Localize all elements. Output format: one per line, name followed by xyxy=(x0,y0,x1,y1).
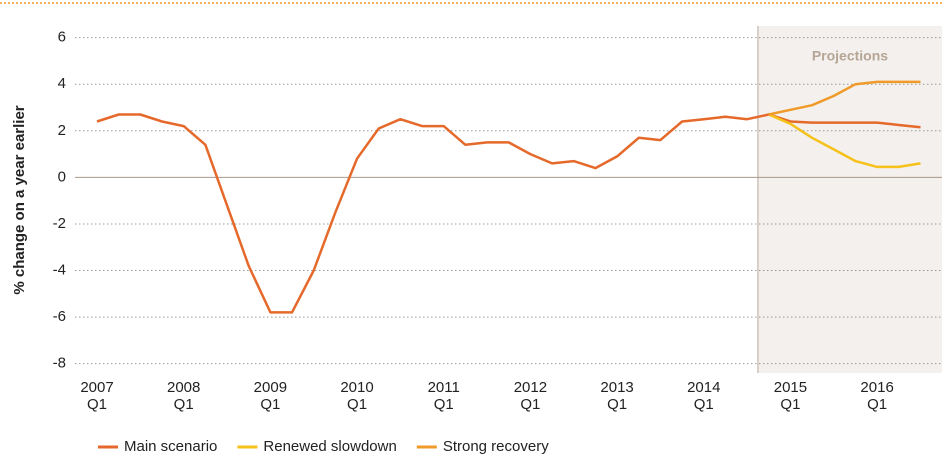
x-tick-label: 2009 Q1 xyxy=(254,379,287,413)
y-tick-label: 0 xyxy=(58,168,66,185)
y-tick-label: -4 xyxy=(53,261,66,278)
x-tick-label: 2016 Q1 xyxy=(860,379,893,413)
x-tick-label: 2015 Q1 xyxy=(774,379,807,413)
projection-label: Projections xyxy=(812,48,888,64)
series-line xyxy=(768,113,921,169)
legend-label: Main scenario xyxy=(124,438,217,455)
y-tick-label: -8 xyxy=(53,355,66,372)
x-tick-label: 2010 Q1 xyxy=(340,379,373,413)
y-axis-label: % change on a year earlier xyxy=(11,105,28,294)
y-tick-label: 4 xyxy=(58,75,66,92)
series-line xyxy=(768,80,921,116)
x-tick-label: 2012 Q1 xyxy=(514,379,547,413)
x-tick-label: 2007 Q1 xyxy=(80,379,113,413)
projection-shade xyxy=(757,26,942,373)
legend-label: Renewed slowdown xyxy=(263,438,396,455)
x-tick-label: 2008 Q1 xyxy=(167,379,200,413)
x-tick-label: 2014 Q1 xyxy=(687,379,720,413)
series-line xyxy=(96,113,921,314)
legend-label: Strong recovery xyxy=(443,438,549,455)
y-tick-label: 2 xyxy=(58,122,66,139)
y-tick-label: -6 xyxy=(53,308,66,325)
x-tick-label: 2013 Q1 xyxy=(600,379,633,413)
x-tick-label: 2011 Q1 xyxy=(428,379,460,413)
y-tick-label: 6 xyxy=(58,29,66,46)
y-tick-label: -2 xyxy=(53,215,66,232)
